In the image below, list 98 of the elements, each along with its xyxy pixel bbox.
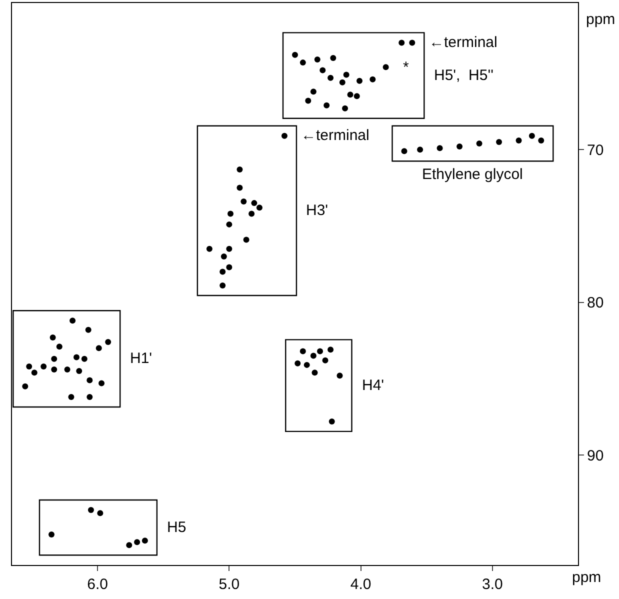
point (328, 346, 334, 353)
point (356, 78, 362, 84)
y-tick-label: 70 (587, 142, 604, 159)
point (206, 246, 212, 252)
point (86, 394, 93, 400)
point (496, 138, 502, 145)
point (142, 538, 148, 544)
annotation: ←terminal (429, 34, 498, 51)
point (398, 40, 405, 46)
point (74, 354, 80, 360)
y-axis-title: ppm (586, 11, 616, 28)
point (26, 363, 32, 370)
x-tick-label: 3.0 (482, 576, 503, 593)
point (226, 221, 232, 228)
point (68, 394, 74, 400)
x-axis-title: ppm (572, 569, 602, 586)
point (51, 356, 58, 362)
x-tick-label: 5.0 (218, 576, 240, 593)
text: H3' (306, 202, 328, 219)
point (256, 204, 262, 211)
point (409, 40, 416, 46)
point (98, 380, 105, 386)
point (96, 345, 102, 352)
point (236, 184, 243, 191)
point (320, 67, 326, 74)
point (304, 362, 310, 368)
series-label: H1' (130, 350, 152, 367)
point (401, 148, 408, 154)
point (85, 326, 92, 333)
point (294, 360, 301, 366)
point (48, 531, 54, 538)
point (476, 140, 482, 146)
point (88, 507, 94, 514)
point (81, 356, 88, 362)
point (310, 88, 316, 95)
point (220, 282, 226, 289)
point (40, 363, 47, 370)
point (339, 79, 346, 86)
point (300, 60, 306, 66)
point (292, 52, 298, 58)
point (76, 368, 82, 374)
y-tick-label: 90 (587, 447, 604, 464)
point (22, 383, 28, 390)
point (305, 98, 312, 104)
point (31, 370, 38, 376)
point (417, 146, 424, 153)
point (97, 510, 104, 516)
point (347, 92, 354, 98)
point (226, 246, 232, 252)
x-tick-label: 6.0 (87, 576, 108, 593)
point (226, 264, 232, 270)
point (370, 76, 376, 82)
point (105, 339, 112, 346)
point (312, 370, 318, 376)
point (126, 542, 132, 548)
point (134, 539, 140, 546)
series-label: Ethylene glycol (422, 166, 523, 183)
point (516, 137, 522, 144)
point (336, 372, 343, 379)
point (528, 132, 535, 139)
annotation: * (403, 59, 409, 76)
point (236, 166, 243, 172)
point (382, 64, 389, 70)
point (240, 198, 247, 205)
point (343, 72, 350, 78)
point (330, 54, 336, 61)
point (243, 236, 250, 243)
y-tick-label: 80 (587, 294, 604, 312)
point (64, 366, 70, 373)
point (281, 132, 288, 139)
point (50, 334, 56, 340)
point (248, 210, 255, 217)
point (228, 210, 234, 217)
point (300, 348, 306, 354)
point (51, 366, 58, 373)
point (322, 357, 328, 364)
point (328, 418, 335, 424)
x-tick-label: 4.0 (350, 576, 372, 593)
point (324, 102, 330, 108)
point (220, 254, 227, 260)
point (456, 144, 463, 150)
annotation: ←terminal (301, 127, 370, 144)
point (310, 352, 316, 359)
point (342, 105, 348, 112)
point (436, 145, 443, 152)
point (86, 377, 93, 384)
point (317, 348, 324, 354)
point (70, 318, 76, 324)
series-label: H5 (167, 519, 186, 536)
point (328, 74, 334, 81)
series-label: H4' (362, 377, 384, 394)
point (354, 93, 360, 100)
point (538, 137, 544, 144)
point (251, 200, 258, 206)
point (56, 344, 62, 350)
series-label: H5', H5'' (434, 67, 494, 84)
point (220, 268, 226, 275)
point (314, 56, 320, 63)
